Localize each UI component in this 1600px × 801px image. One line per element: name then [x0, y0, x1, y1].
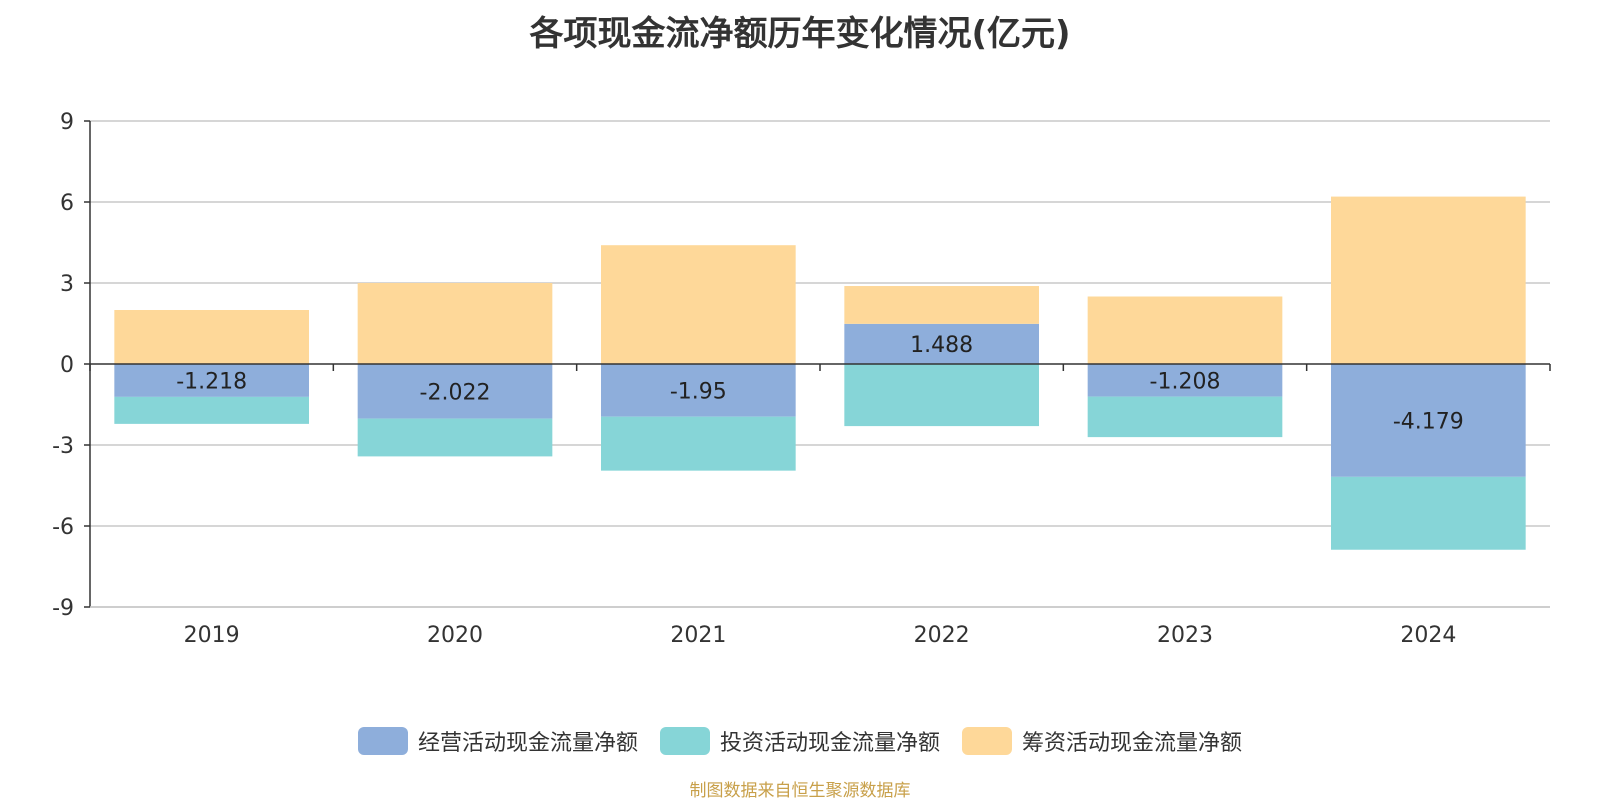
bar-segment	[844, 364, 1039, 427]
bar-segment	[114, 310, 309, 364]
bar-segment	[1087, 364, 1283, 397]
x-tick-label: 2022	[914, 623, 970, 648]
bar-segment	[1331, 196, 1526, 364]
bar-segment	[844, 286, 1039, 324]
bar-segment	[1087, 296, 1283, 364]
y-tick-label: 6	[60, 191, 74, 216]
bar-segment	[114, 396, 309, 424]
bar-segment	[1087, 396, 1283, 438]
legend-swatch	[962, 727, 1012, 755]
legend-item[interactable]: 筹资活动现金流量净额	[962, 725, 1242, 757]
bar-segment	[357, 283, 553, 364]
bar-segment	[1331, 364, 1526, 477]
axes: 9 6 3 0 -3 -6 -9 2019 2020 2021 2022 2023 2024	[52, 110, 1551, 648]
x-tick-label: 2020	[427, 623, 483, 648]
x-tick-label: 2021	[670, 623, 726, 648]
data-label: -1.218	[176, 369, 247, 394]
x-tick-label: 2019	[184, 623, 240, 648]
source-note: 制图数据来自恒生聚源数据库	[689, 781, 911, 801]
data-label: -1.95	[670, 379, 727, 404]
y-tick-label: 0	[60, 353, 74, 378]
legend-item[interactable]: 经营活动现金流量净额	[357, 725, 638, 757]
y-tick-label: -6	[52, 515, 74, 540]
x-tick-label: 2023	[1157, 623, 1213, 648]
data-label: 1.488	[910, 333, 973, 358]
legend-label: 投资活动现金流量净额	[719, 731, 940, 756]
legend-label: 筹资活动现金流量净额	[1022, 731, 1243, 756]
y-tick-label: 3	[60, 272, 74, 297]
data-label: -4.179	[1393, 409, 1464, 434]
legend-swatch	[357, 727, 408, 755]
legend-swatch	[659, 727, 710, 755]
data-label: -2.022	[420, 380, 491, 405]
data-label: -1.208	[1150, 369, 1221, 394]
y-tick-label: -3	[52, 434, 74, 459]
legend-item[interactable]: 投资活动现金流量净额	[659, 725, 940, 757]
data-labels: -1.218 -2.022 -1.95 1.488 -1.208 -4.179	[176, 333, 1464, 435]
legend-label: 经营活动现金流量净额	[417, 731, 638, 756]
chart-title: 各项现金流净额历年变化情况(亿元)	[529, 14, 1071, 54]
legend: 经营活动现金流量净额 投资活动现金流量净额 筹资活动现金流量净额	[0, 725, 1600, 757]
bar-segment	[601, 416, 796, 471]
bar-segment	[601, 245, 796, 364]
x-tick-label: 2024	[1400, 623, 1456, 648]
bar-segment	[1331, 476, 1526, 550]
bar-segment	[844, 323, 1039, 364]
y-tick-label: -9	[52, 596, 74, 621]
bar-segment	[357, 418, 553, 457]
y-tick-label: 9	[60, 110, 74, 135]
bar-segment	[601, 364, 796, 417]
bars	[114, 196, 1526, 550]
bar-segment	[114, 364, 309, 397]
bar-segment	[357, 364, 553, 419]
